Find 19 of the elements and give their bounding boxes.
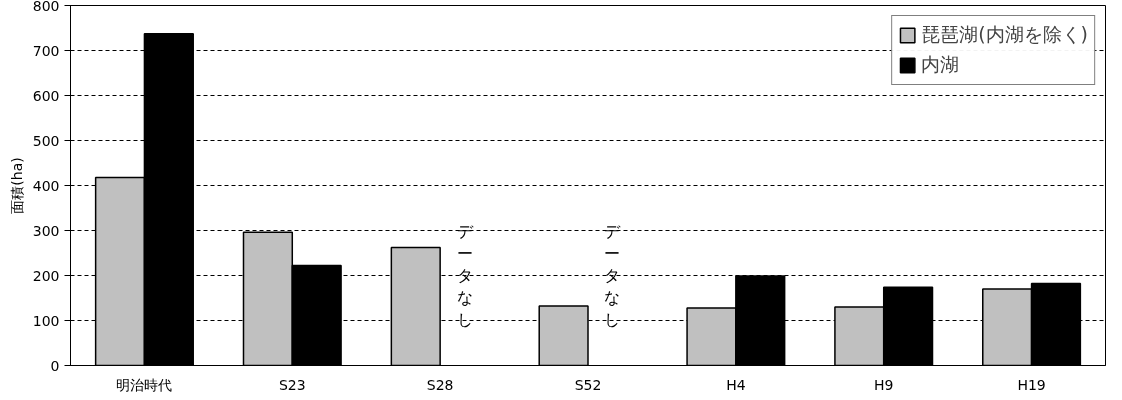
y-tick-label: 700 xyxy=(32,42,60,59)
y-tick-label: 400 xyxy=(32,177,60,194)
y-tick-label: 600 xyxy=(32,87,60,104)
x-tick-label: S52 xyxy=(574,376,602,393)
y-tick-label: 300 xyxy=(32,222,60,239)
y-axis-title: 面積(ha) xyxy=(8,157,25,214)
y-tick-label: 800 xyxy=(32,0,60,14)
x-tick-label: S23 xyxy=(278,376,306,393)
legend-label: 琵琶湖(内湖を除く) xyxy=(921,22,1088,47)
x-tick-label: 明治時代 xyxy=(116,376,173,393)
y-tick-label: 200 xyxy=(32,267,60,284)
x-tick-label: H9 xyxy=(874,376,894,393)
y-tick-label: 100 xyxy=(32,312,60,329)
x-tick-label: S28 xyxy=(426,376,454,393)
y-tick-label: 0 xyxy=(50,357,60,374)
legend-label: 内湖 xyxy=(921,52,960,77)
x-tick-label: H4 xyxy=(726,376,746,393)
y-tick-label: 500 xyxy=(32,132,60,149)
x-tick-label: H19 xyxy=(1017,376,1046,393)
